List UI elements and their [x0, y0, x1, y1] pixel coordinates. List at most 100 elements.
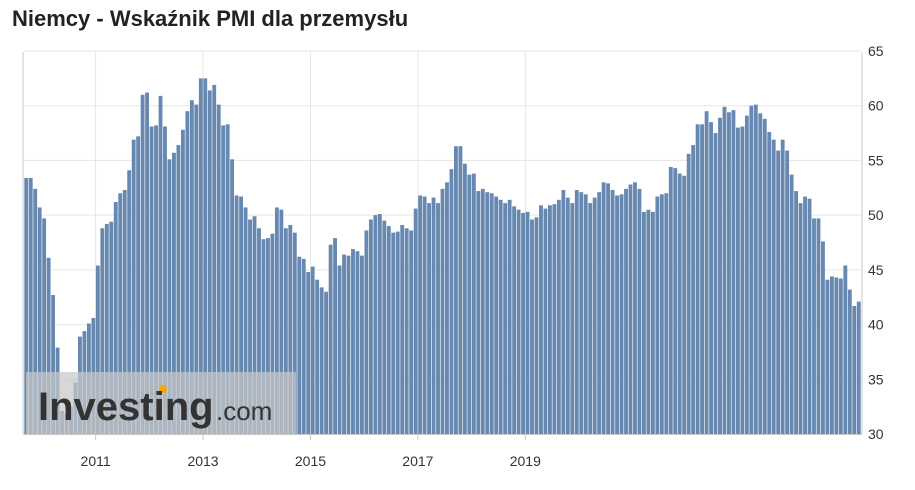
bar	[203, 78, 208, 435]
bar	[574, 189, 579, 434]
bar	[677, 173, 682, 434]
bar	[167, 159, 172, 434]
bar	[521, 212, 525, 434]
bar	[579, 192, 584, 434]
bar	[798, 203, 803, 434]
bar	[771, 139, 776, 434]
bar	[812, 218, 816, 434]
bar	[221, 125, 226, 434]
bar	[198, 78, 203, 435]
bar	[391, 232, 396, 434]
bar	[51, 295, 56, 434]
bar	[427, 203, 431, 434]
y-tick-label: 35	[868, 371, 884, 387]
bar	[709, 122, 713, 434]
chart-title: Niemcy - Wskaźnik PMI dla przemysłu	[12, 6, 409, 31]
bar	[753, 104, 758, 435]
bar	[315, 279, 320, 434]
bar	[158, 95, 163, 435]
x-tick-label: 2013	[187, 453, 218, 469]
bar	[33, 188, 38, 434]
bar	[100, 228, 105, 434]
bar	[207, 90, 212, 434]
y-tick-label: 50	[868, 207, 884, 223]
bar	[610, 189, 615, 434]
y-tick-label: 65	[868, 43, 884, 59]
bar	[821, 241, 825, 434]
x-tick-label: 2011	[81, 453, 111, 469]
bar	[104, 223, 109, 434]
bar	[301, 258, 306, 434]
y-tick-label: 30	[868, 426, 884, 442]
bar	[360, 255, 364, 434]
watermark-suffix: .com	[216, 396, 272, 426]
bar	[440, 188, 445, 434]
bar	[767, 131, 772, 435]
bar	[534, 217, 539, 434]
bar	[803, 196, 807, 434]
bar	[700, 124, 705, 434]
bar	[507, 199, 512, 434]
bar	[592, 197, 597, 434]
bar	[570, 203, 575, 434]
bar	[319, 287, 324, 434]
bar	[664, 193, 669, 434]
x-tick-label: 2019	[510, 453, 541, 469]
bar	[816, 218, 821, 434]
bar	[180, 129, 185, 435]
bar	[718, 117, 722, 434]
bar	[24, 177, 29, 434]
y-tick-label: 55	[868, 152, 884, 168]
bar	[744, 115, 749, 434]
bar	[283, 228, 288, 434]
bar	[355, 251, 360, 434]
bar	[118, 193, 123, 434]
bar	[449, 169, 454, 434]
bar	[494, 196, 499, 434]
bar	[377, 214, 382, 434]
bar	[373, 215, 378, 434]
bar	[646, 209, 651, 434]
bar	[556, 199, 561, 434]
bar	[328, 244, 333, 434]
watermark-brand: Investing	[38, 385, 214, 429]
bar	[597, 192, 602, 434]
bar	[292, 232, 297, 434]
bar	[185, 111, 190, 434]
bar	[346, 255, 351, 434]
bar	[503, 203, 508, 434]
bar	[552, 204, 557, 434]
bar	[713, 133, 718, 434]
bar	[382, 220, 387, 434]
bar	[163, 126, 167, 434]
bar	[274, 207, 279, 434]
bar	[852, 305, 857, 434]
bar	[471, 173, 476, 434]
bar	[498, 199, 503, 434]
bar	[189, 100, 194, 435]
bar	[691, 145, 696, 435]
bar	[413, 208, 418, 434]
bar	[395, 231, 400, 434]
bar	[565, 197, 570, 434]
bar	[409, 230, 414, 434]
y-tick-label: 40	[868, 317, 884, 333]
bar	[789, 174, 794, 434]
bar	[794, 191, 799, 434]
bar	[740, 126, 745, 434]
bar	[735, 127, 740, 434]
bar	[543, 208, 548, 434]
bar	[28, 177, 33, 434]
bar	[252, 216, 257, 434]
bar	[257, 228, 261, 434]
bar	[843, 265, 848, 434]
bar	[306, 272, 311, 434]
bar	[239, 196, 244, 434]
bar	[847, 289, 852, 434]
bar	[404, 228, 409, 434]
bar	[216, 104, 221, 435]
bar	[601, 182, 606, 434]
bar	[458, 146, 463, 434]
bar	[785, 150, 790, 434]
bar	[548, 205, 552, 434]
